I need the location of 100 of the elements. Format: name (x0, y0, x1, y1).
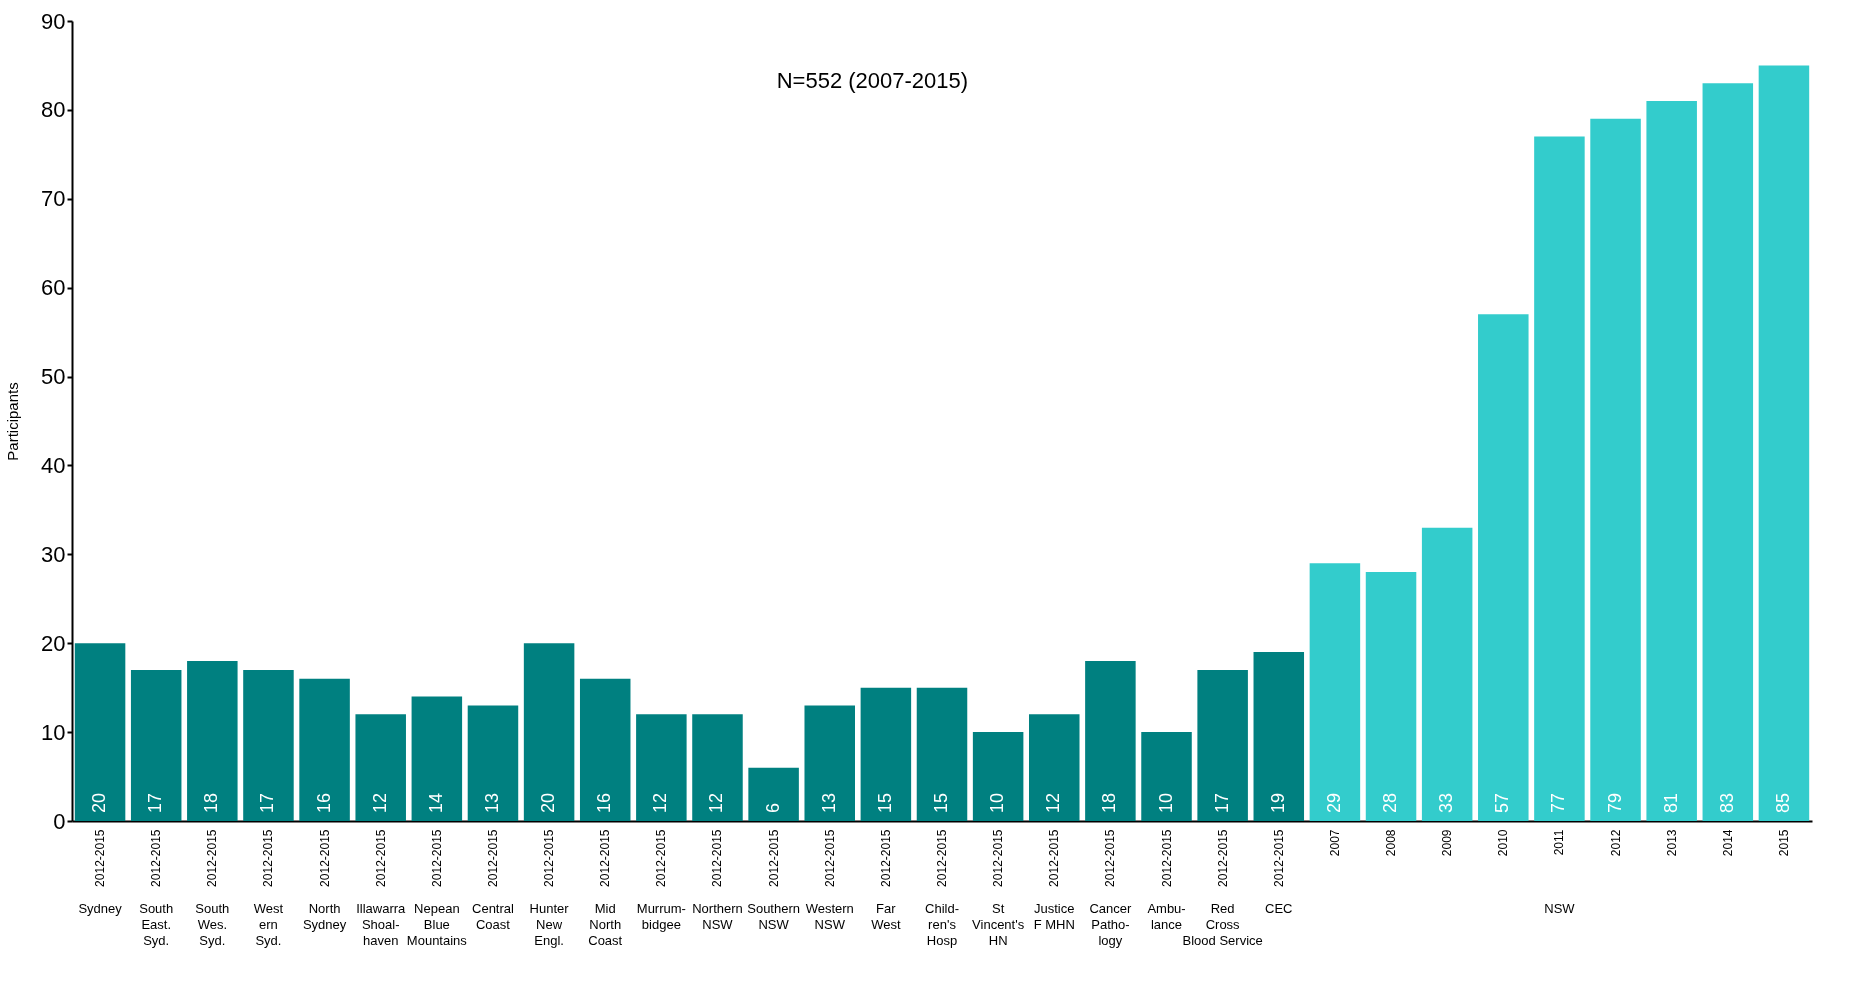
x-tick-label: 2009 (1440, 829, 1455, 857)
x-tick-label: 2012-2015 (1047, 829, 1062, 887)
data-label: 12 (1043, 792, 1064, 813)
x-tick-label: 2012-2015 (261, 829, 276, 887)
y-tick-label: 20 (41, 630, 66, 656)
x-tick-label: 2012-2015 (991, 829, 1006, 887)
text: NSW (1544, 901, 1576, 916)
data-label: 16 (594, 792, 615, 813)
bar (523, 643, 575, 821)
x-tick-label: 2012-2015 (1103, 829, 1118, 887)
bar (1534, 136, 1585, 821)
bar (1421, 527, 1473, 821)
data-label: 57 (1492, 792, 1513, 813)
data-label: 15 (931, 792, 951, 813)
text: Northern NSW (692, 901, 743, 932)
bar (243, 669, 294, 821)
bar (187, 661, 238, 821)
bar (411, 696, 463, 821)
x-tick-label: 2012-2015 (935, 829, 949, 887)
data-label: 19 (1267, 792, 1288, 813)
text: Mid North Coast (588, 901, 623, 948)
data-label: 20 (538, 792, 559, 813)
data-label: 17 (145, 792, 166, 813)
x-tick-label: 2012-2015 (598, 829, 613, 887)
x-tick-label: 2012-2015 (542, 829, 557, 887)
text: Illawarra Shoal- haven (356, 901, 407, 948)
bar (355, 714, 406, 821)
data-label: 20 (89, 792, 110, 813)
bar (1197, 669, 1248, 821)
bar (1702, 83, 1754, 821)
x-tick-label: 2010 (1496, 829, 1511, 857)
y-tick-label: 0 (53, 808, 66, 834)
x-tick-label: 2013 (1664, 829, 1679, 857)
x-tick-label: 2012-2015 (822, 829, 837, 887)
bar (1758, 65, 1810, 821)
bar (1590, 118, 1641, 821)
bar (1365, 572, 1417, 821)
data-label: 83 (1716, 792, 1737, 813)
text: South Wes. Syd. (195, 901, 230, 948)
text: Child- ren's Hosp (925, 901, 959, 948)
x-tick-label: 2012-2015 (1271, 829, 1286, 887)
y-tick-label: 80 (41, 97, 66, 123)
bar (1085, 661, 1136, 821)
y-axis-title: Participants (4, 382, 22, 461)
bar (748, 767, 799, 821)
data-label: 18 (1099, 792, 1120, 813)
data-label: 77 (1548, 792, 1569, 813)
y-tick-label: 10 (41, 719, 66, 745)
x-tick-label: 2012-2015 (654, 829, 669, 887)
y-tick-label: 30 (41, 541, 66, 567)
bar (1478, 314, 1529, 821)
y-tick-label: 70 (41, 186, 66, 212)
data-label: 85 (1772, 792, 1793, 813)
x-tick-label: 2012-2015 (766, 829, 781, 887)
text: West ern Syd. (253, 901, 284, 948)
bar (804, 705, 855, 821)
bar (1253, 652, 1305, 821)
text: Far West (871, 901, 901, 932)
data-label: 15 (874, 792, 895, 813)
x-tick-label: 2014 (1720, 829, 1735, 857)
x-tick-label: 2011 (1552, 829, 1567, 856)
text: St Vincent's HN (972, 901, 1025, 948)
data-label: 6 (762, 802, 783, 813)
text: Sydney (78, 901, 123, 916)
x-tick-label: 2012-2015 (485, 829, 500, 887)
y-tick-label: 50 (41, 364, 66, 390)
bar (972, 732, 1024, 821)
data-label: 81 (1660, 792, 1681, 813)
data-label: 12 (650, 792, 671, 813)
x-tick-label: 2007 (1327, 829, 1342, 857)
x-tick-label: 2012-2015 (878, 829, 893, 887)
data-label: 10 (987, 792, 1008, 813)
y-tick-label: 90 (41, 8, 66, 34)
x-tick-label: 2015 (1776, 829, 1791, 857)
x-tick-label: 2012 (1608, 829, 1623, 857)
x-tick-label: 2012-2015 (429, 829, 444, 887)
text: Murrum- bidgee (636, 901, 686, 932)
bar (1141, 732, 1192, 821)
annotation: N=552 (2007-2015) (776, 68, 969, 93)
x-tick-label: 2012-2015 (1215, 829, 1230, 887)
bar (1309, 563, 1361, 821)
text: Western NSW (805, 901, 854, 932)
x-tick-label: 2012-2015 (149, 829, 164, 887)
y-tick-label: 40 (41, 452, 66, 478)
data-label: 10 (1155, 792, 1176, 813)
text: Nepean Blue Mountains (406, 901, 468, 948)
bar (467, 705, 519, 821)
text: Hunter New Engl. (529, 901, 570, 948)
text: North Sydney (302, 901, 347, 932)
x-tick-label: 2012-2015 (1159, 829, 1174, 887)
data-label: 28 (1380, 792, 1401, 813)
data-label: 33 (1436, 792, 1457, 813)
x-tick-label: 2012-2015 (317, 829, 332, 887)
data-label: 13 (481, 792, 502, 813)
data-label: 13 (818, 792, 839, 813)
y-tick-label: 60 (41, 275, 66, 301)
bar (74, 643, 126, 821)
data-label: 29 (1323, 792, 1344, 813)
x-tick-label: 2012-2015 (710, 829, 725, 887)
text: South East. Syd. (139, 901, 174, 948)
